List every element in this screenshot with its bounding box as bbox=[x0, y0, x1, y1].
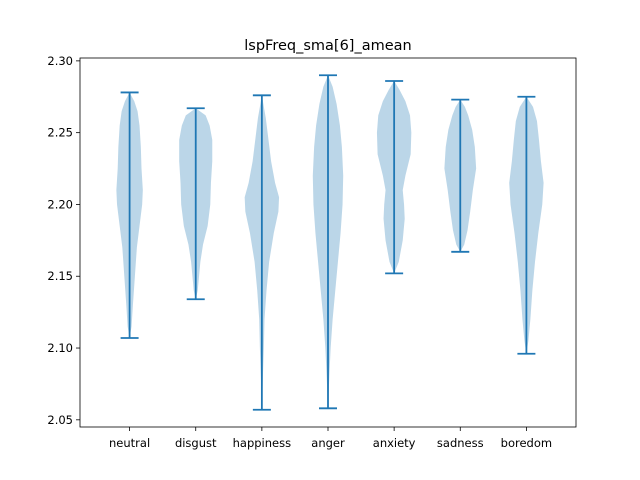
y-tick-label: 2.20 bbox=[47, 197, 73, 211]
plot-area-frame bbox=[79, 57, 577, 428]
x-tick-label: disgust bbox=[175, 436, 217, 450]
y-tick-label: 2.05 bbox=[47, 413, 73, 427]
x-tick-label: anger bbox=[311, 436, 345, 450]
y-tick-label: 2.10 bbox=[47, 341, 73, 355]
x-tick-label: boredom bbox=[501, 436, 552, 450]
x-tick-label: sadness bbox=[437, 436, 484, 450]
y-tick-label: 2.25 bbox=[47, 126, 73, 140]
y-tick-label: 2.30 bbox=[47, 54, 73, 68]
violin-layer bbox=[116, 74, 544, 411]
x-tick-label: neutral bbox=[109, 436, 150, 450]
x-tick-label: anxiety bbox=[373, 436, 416, 450]
x-tick-label: happiness bbox=[233, 436, 291, 450]
x-axis-ticks: neutral disgust happiness anger anxiety sadne… bbox=[109, 427, 552, 450]
chart-title: lspFreq_sma[6]_amean bbox=[244, 38, 411, 54]
y-axis-ticks: 2.05 2.10 2.15 2.20 2.25 2.30 bbox=[47, 54, 80, 427]
y-tick-label: 2.15 bbox=[47, 269, 73, 283]
